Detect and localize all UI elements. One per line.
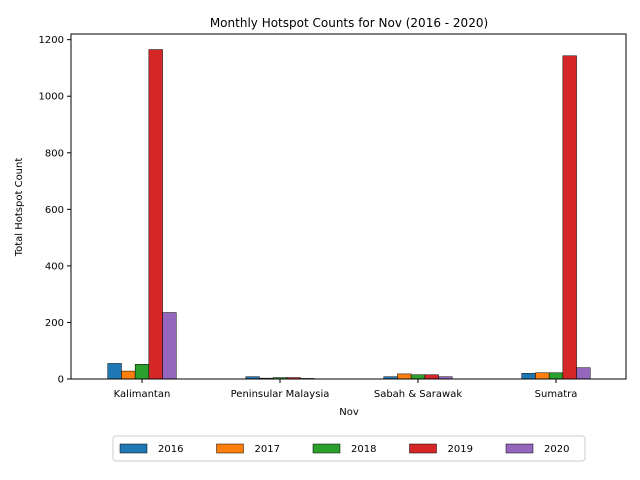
- y-tick-label: 0: [58, 375, 64, 386]
- bar-2017-2: [397, 373, 412, 380]
- legend-swatch-2017: [216, 443, 244, 454]
- legend-swatch-2016: [119, 443, 148, 454]
- y-tick-label: 1200: [39, 35, 64, 46]
- x-tick-label: Sumatra: [535, 389, 578, 400]
- bar-2020-0: [162, 312, 177, 380]
- legend-swatch-2020: [505, 443, 534, 454]
- x-tick-label: Kalimantan: [114, 389, 171, 400]
- bar-2018-3: [548, 372, 564, 380]
- bar-2016-0: [107, 363, 122, 380]
- bar-2017-3: [535, 372, 550, 380]
- legend-frame: [112, 435, 586, 462]
- y-tick-label: 400: [45, 261, 64, 272]
- legend-label-2019: 2019: [448, 444, 473, 455]
- legend-label-2016: 2016: [158, 444, 183, 455]
- legend-label-2020: 2020: [544, 444, 569, 455]
- bar-2020-3: [576, 367, 591, 380]
- bar-2019-2: [424, 374, 439, 380]
- plot-area: 0 200 400 600 800 1000 1200 Kalimantan Peninsula…: [39, 35, 591, 400]
- y-tick-label: 600: [45, 205, 64, 216]
- bar-2018-0: [134, 364, 150, 380]
- legend: 2016 2017 2018 2019 2020: [112, 435, 586, 462]
- legend-label-2017: 2017: [255, 444, 280, 455]
- bar-2019-3: [562, 55, 577, 380]
- plot-frame: [70, 33, 627, 380]
- y-tick-label: 200: [45, 318, 64, 329]
- bar-2017-0: [121, 370, 136, 380]
- bar-2016-3: [521, 373, 536, 380]
- x-axis-label: Nov: [339, 407, 359, 418]
- y-tick-label: 1000: [39, 92, 64, 103]
- legend-swatch-2018: [312, 443, 341, 454]
- chart-title: Monthly Hotspot Counts for Nov (2016 - 2…: [210, 16, 488, 30]
- legend-swatch-2019: [409, 443, 437, 454]
- y-tick-label: 800: [45, 148, 64, 159]
- x-tick-label: Sabah & Sarawak: [374, 389, 462, 400]
- bar-2019-0: [148, 49, 163, 380]
- legend-label-2018: 2018: [351, 444, 376, 455]
- bar-2018-2: [410, 374, 426, 380]
- y-axis-label: Total Hotspot Count: [14, 158, 25, 258]
- x-tick-label: Peninsular Malaysia: [231, 389, 330, 400]
